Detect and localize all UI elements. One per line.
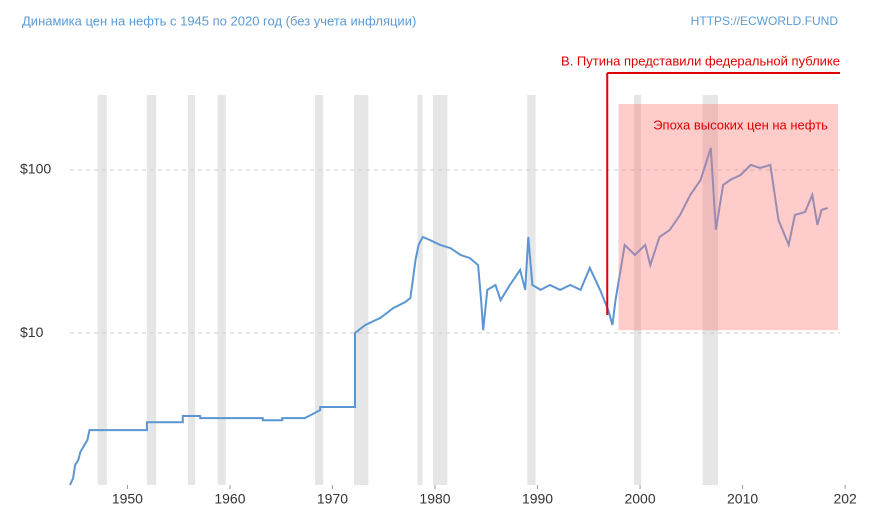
- high-price-region: [618, 103, 838, 331]
- recession-band: [432, 95, 448, 485]
- x-tick-label: 1970: [317, 491, 348, 507]
- recession-band: [146, 95, 157, 485]
- x-tick-label: 202: [833, 491, 857, 507]
- region-label: Эпоха высоких цен на нефть: [653, 117, 828, 132]
- y-tick-label: $10: [20, 324, 44, 340]
- x-tick-label: 2010: [727, 491, 758, 507]
- recession-band: [97, 95, 107, 485]
- recession-band: [633, 95, 642, 485]
- x-tick-label: 1980: [419, 491, 450, 507]
- x-tick-label: 1960: [214, 491, 245, 507]
- source: HTTPS://ECWORLD.FUND: [691, 14, 839, 28]
- recession-band: [527, 95, 536, 485]
- price-line: [69, 147, 829, 486]
- y-tick-label: $100: [20, 161, 51, 177]
- recession-band: [354, 95, 369, 485]
- x-tick-label: 2000: [624, 491, 655, 507]
- chart-title: Динамика цен на нефть с 1945 по 2020 год…: [22, 13, 416, 28]
- recession-band: [187, 95, 196, 485]
- recession-band: [417, 95, 423, 485]
- x-tick-label: 1990: [522, 491, 553, 507]
- recession-band: [315, 95, 324, 485]
- annotation-text: В. Путина представили федеральной публик…: [561, 53, 840, 68]
- x-tick-label: 1950: [112, 491, 143, 507]
- recession-band: [217, 95, 226, 485]
